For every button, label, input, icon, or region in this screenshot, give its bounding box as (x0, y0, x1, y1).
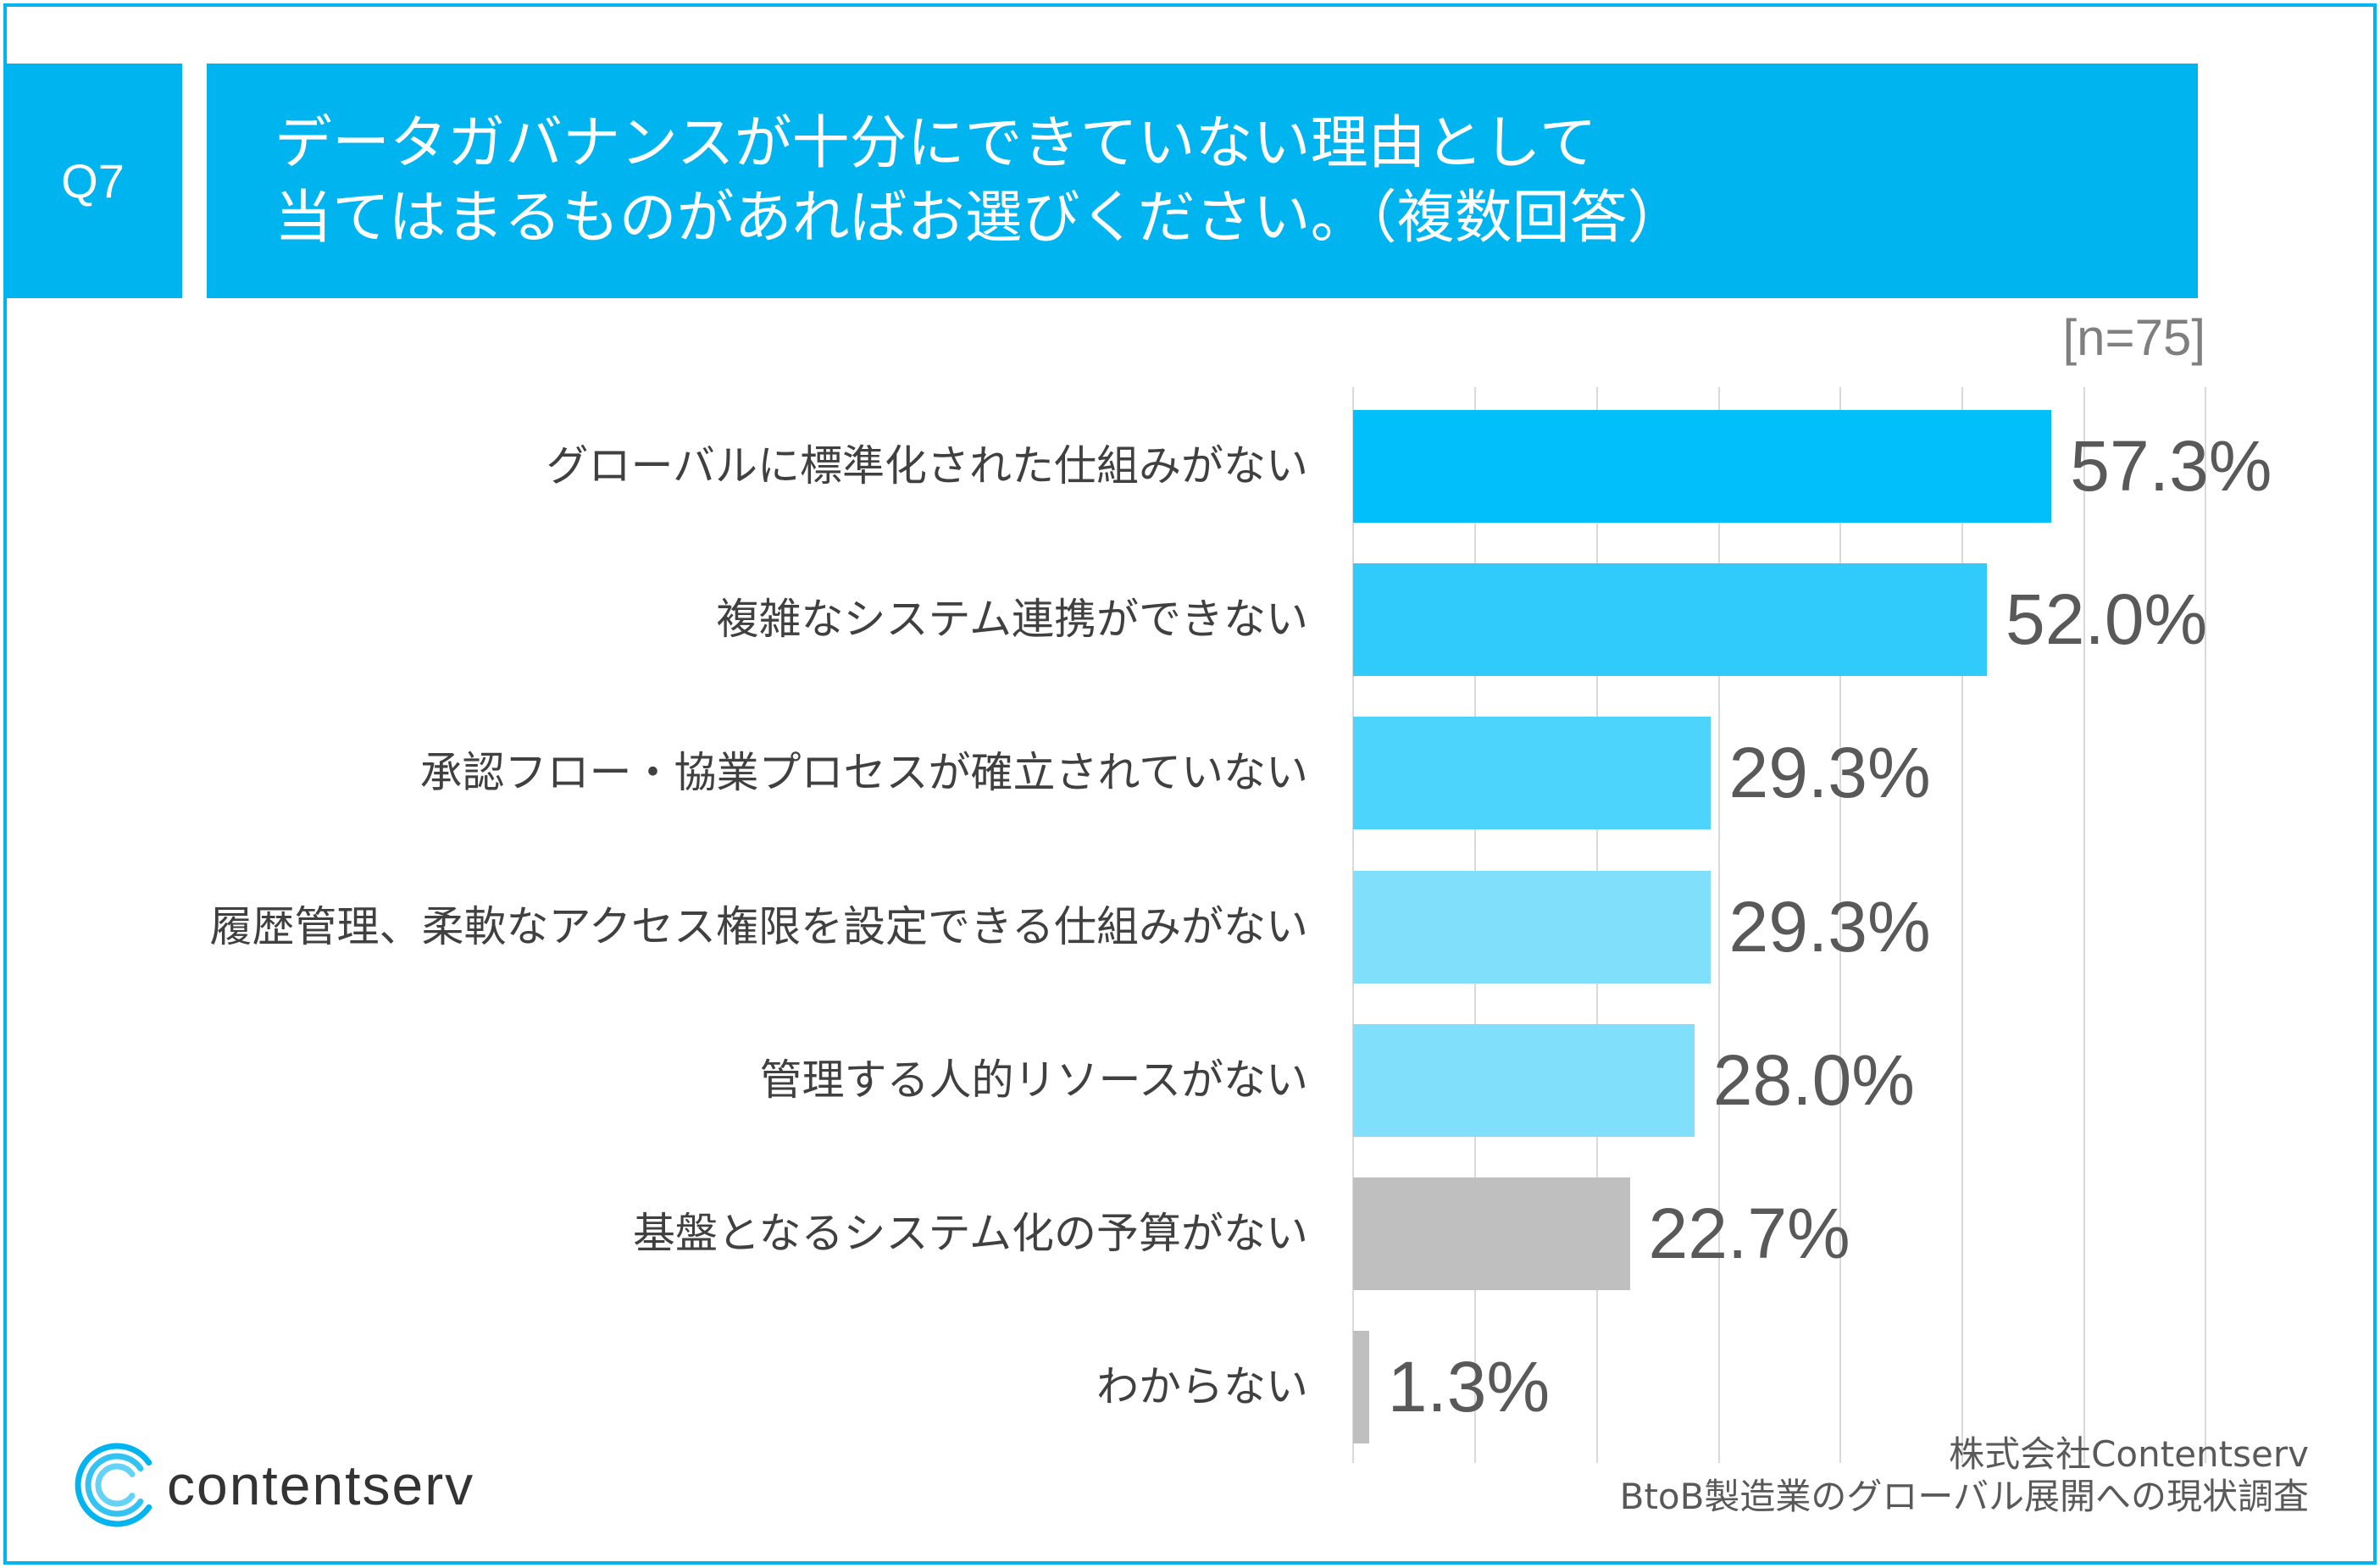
contentserv-logo-icon (75, 1443, 153, 1527)
category-label: 管理する人的リソースがない (759, 1055, 1309, 1105)
gridline (1839, 387, 1842, 1463)
bar (1353, 1331, 1369, 1444)
category-label: グローバルに標準化された仕組みがない (546, 441, 1309, 490)
bar-chart-plot: 57.3% 52.0% 29.3% 29.3% 28.0% 22.7% 1.3% (1352, 387, 2272, 1463)
logo-ring-outer (75, 1443, 153, 1527)
gridline (1717, 387, 1720, 1463)
gridline (1961, 387, 1964, 1463)
category-labels: グローバルに標準化された仕組みがない複雑なシステム連携ができない承認フロー・協業… (0, 387, 1309, 1463)
bar (1353, 563, 1988, 677)
source-line-company: 株式会社Contentserv (1949, 1433, 2309, 1475)
bar (1353, 717, 1711, 830)
page-frame (3, 3, 2377, 1565)
source-credit: 株式会社Contentserv BtoB製造業のグローバル展開への現状調査 (1620, 1433, 2309, 1518)
category-label: 基盤となるシステム化の予算がない (633, 1209, 1308, 1258)
category-label: 承認フロー・協業プロセスが確立されていない (419, 748, 1309, 798)
question-number-badge: Q7 (3, 64, 182, 298)
bar-value-label: 52.0% (2006, 579, 2208, 660)
bar (1353, 1023, 1695, 1137)
source-line-survey: BtoB製造業のグローバル展開への現状調査 (1619, 1476, 2309, 1517)
logo-ring-middle (85, 1453, 144, 1517)
category-label: わからない (1096, 1362, 1308, 1412)
category-label: 履歴管理、柔軟なアクセス権限を設定できる仕組みがない (209, 901, 1309, 951)
question-title-banner: データガバナンスが十分にできていない理由として 当てはまるものがあればお選びくだ… (207, 64, 2198, 298)
bar-value-label: 29.3% (1728, 733, 1931, 813)
bar-value-label: 29.3% (1728, 886, 1931, 967)
bar-value-label: 57.3% (2070, 426, 2272, 506)
question-number: Q7 (61, 154, 125, 208)
bar-value-label: 28.0% (1712, 1039, 1915, 1120)
question-title-line-1: データガバナンスが十分にできていない理由として (275, 109, 1597, 177)
brand-name: contentserv (167, 1454, 475, 1516)
bar (1353, 1177, 1630, 1290)
sample-size-label: [n=75] (2062, 309, 2206, 366)
question-title-line-2: 当てはまるものがあればお選びください。（複数回答） (275, 184, 1685, 252)
logo-ring-inner (95, 1463, 136, 1507)
gridline (2083, 387, 2086, 1463)
category-label: 複雑なシステム連携ができない (716, 595, 1309, 645)
bar (1353, 410, 2052, 523)
bar-value-label: 22.7% (1648, 1194, 1850, 1273)
bar (1353, 870, 1711, 983)
bar-value-label: 1.3% (1387, 1347, 1551, 1427)
gridline (2205, 387, 2206, 1463)
